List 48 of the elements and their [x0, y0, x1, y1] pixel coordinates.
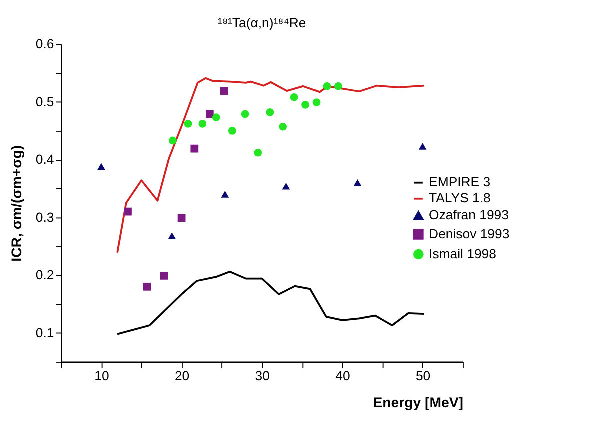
point	[190, 144, 199, 153]
point	[124, 208, 132, 216]
point	[312, 98, 321, 107]
y-tick-label: 0.3	[36, 210, 54, 225]
point	[212, 114, 220, 122]
point	[282, 182, 290, 190]
y-tick-label: 0.6	[36, 36, 54, 52]
point	[221, 191, 230, 198]
legend-label: Denisov 1993	[429, 226, 510, 242]
y-tick-label: 0.2	[36, 268, 54, 283]
point	[241, 110, 250, 118]
point	[354, 179, 362, 186]
x-tick-label: 10	[94, 368, 110, 384]
point	[98, 163, 106, 170]
point	[169, 136, 177, 145]
point	[198, 120, 207, 128]
line-series	[116, 270, 426, 336]
x-axis-title: Energy [MeV]	[373, 394, 464, 411]
point	[143, 282, 152, 291]
y-tick-label: 0.4	[36, 152, 54, 168]
x-tick-label: 50	[416, 368, 431, 384]
point	[266, 108, 274, 116]
point	[206, 110, 214, 118]
legend-label: TALYS 1.8	[429, 190, 491, 206]
point	[168, 232, 176, 240]
point	[254, 148, 262, 157]
point	[323, 82, 332, 90]
chart-title: ¹⁸¹Ta(α,n)¹⁸⁴Re	[218, 15, 306, 30]
legend-label: Ozafran 1993	[429, 208, 509, 223]
y-tick-label: 0.5	[36, 94, 54, 110]
point	[228, 126, 236, 135]
point	[418, 143, 427, 150]
y-tick-label: 0.1	[36, 325, 54, 340]
x-tick-label: 40	[336, 368, 350, 384]
point	[220, 87, 228, 95]
legend-label: EMPIRE 3	[429, 174, 491, 190]
point	[279, 122, 287, 131]
point	[334, 82, 342, 90]
point	[290, 93, 298, 102]
point	[302, 100, 310, 109]
line-series	[116, 77, 426, 254]
legend-label: Ismail 1998	[429, 246, 496, 262]
point	[160, 272, 168, 280]
x-tick-label: 30	[255, 368, 270, 384]
point	[184, 120, 192, 128]
y-axis-title: ICR, σm/(σm+σg)	[8, 145, 25, 262]
x-tick-label: 20	[174, 368, 190, 384]
point	[178, 214, 186, 222]
